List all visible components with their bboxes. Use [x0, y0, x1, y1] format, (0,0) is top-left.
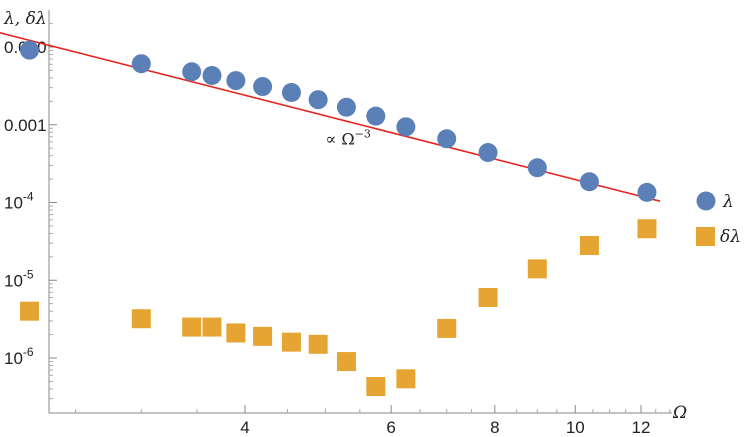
- legend-marker-delta-lambda: [696, 227, 715, 246]
- delta-lambda-point: [579, 235, 599, 255]
- legend-marker-lambda: [696, 191, 716, 211]
- fit-line-annotation: ∝ Ω−3: [325, 127, 370, 148]
- fit-line: [0, 31, 661, 202]
- delta-lambda-point: [637, 219, 657, 239]
- lambda-point: [478, 142, 498, 162]
- delta-lambda-point: [226, 323, 246, 343]
- lambda-point: [20, 40, 40, 60]
- legend-label-delta-lambda: δλ: [720, 227, 741, 247]
- lambda-point: [182, 62, 202, 82]
- lambda-point: [437, 129, 457, 149]
- y-tick-label: 10-4: [4, 190, 34, 213]
- delta-lambda-point: [281, 332, 301, 352]
- y-tick-label: 0.001: [4, 116, 47, 135]
- x-tick-label: 6: [386, 418, 395, 437]
- x-tick-label: 10: [566, 418, 585, 437]
- delta-lambda-point: [182, 317, 202, 337]
- lambda-point: [308, 90, 328, 110]
- lambda-point: [579, 172, 599, 192]
- legend: λ δλ: [696, 191, 741, 247]
- lambda-point: [281, 82, 301, 102]
- fit-line-group: ∝ Ω−3: [0, 31, 661, 202]
- delta-lambda-point: [308, 334, 328, 354]
- lambda-point: [527, 158, 547, 178]
- lambda-point: [202, 65, 222, 85]
- x-tick-label: 4: [240, 418, 249, 437]
- delta-lambda-point: [253, 326, 273, 346]
- delta-lambda-point: [366, 376, 386, 396]
- axes: [48, 10, 672, 414]
- lambda-point: [396, 117, 416, 137]
- x-tick-label: 8: [490, 418, 499, 437]
- lambda-point: [637, 182, 657, 202]
- lambda-point: [131, 54, 151, 74]
- delta-lambda-point: [202, 317, 222, 337]
- lambda-point: [366, 106, 386, 126]
- delta-lambda-point: [131, 309, 151, 329]
- delta-lambda-point: [437, 318, 457, 338]
- lambda-point: [336, 97, 356, 117]
- delta-lambda-point: [478, 287, 498, 307]
- y-axis-title: λ, δλ: [3, 9, 47, 29]
- y-tick-label: 10-6: [4, 345, 34, 368]
- delta-lambda-point: [396, 369, 416, 389]
- x-axis-title: Ω: [672, 403, 687, 423]
- lambda-point: [253, 77, 273, 97]
- x-ticks: 4 6 8 10 12: [75, 405, 671, 437]
- series-group: [20, 40, 657, 396]
- x-tick-label: 12: [632, 418, 651, 437]
- legend-label-lambda: λ: [722, 192, 734, 212]
- lambda-point: [226, 71, 246, 91]
- delta-lambda-point: [336, 352, 356, 372]
- delta-lambda-point: [527, 259, 547, 279]
- delta-lambda-point: [20, 301, 40, 321]
- y-tick-label: 10-5: [4, 267, 34, 290]
